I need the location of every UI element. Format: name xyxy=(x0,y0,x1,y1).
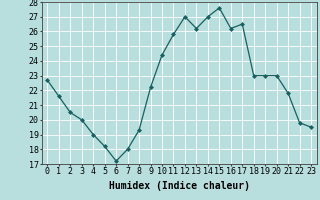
X-axis label: Humidex (Indice chaleur): Humidex (Indice chaleur) xyxy=(109,181,250,191)
